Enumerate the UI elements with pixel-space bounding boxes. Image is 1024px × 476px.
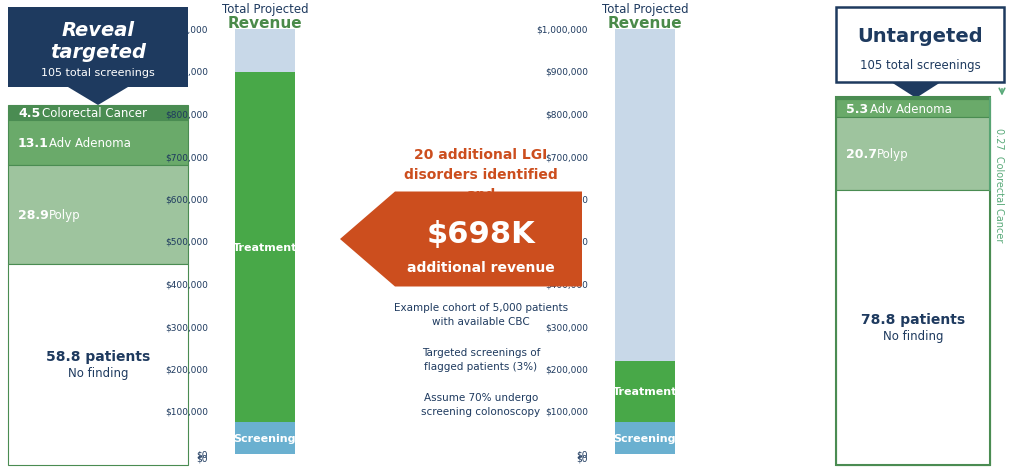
Text: $100,000: $100,000 [165, 407, 208, 416]
Text: $0: $0 [577, 449, 588, 458]
Text: 58.8 patients: 58.8 patients [46, 350, 151, 364]
Text: 4.5: 4.5 [18, 107, 40, 120]
Text: $800,000: $800,000 [545, 110, 588, 119]
Text: $700,000: $700,000 [545, 153, 588, 162]
Text: 78.8 patients: 78.8 patients [861, 313, 965, 327]
Text: $900,000: $900,000 [165, 68, 208, 77]
Text: 105 total screenings: 105 total screenings [859, 60, 980, 72]
Text: Screening: Screening [233, 433, 296, 443]
Polygon shape [68, 88, 128, 106]
Text: $800,000: $800,000 [165, 110, 208, 119]
Polygon shape [891, 83, 941, 99]
Text: 20.7: 20.7 [846, 148, 877, 161]
Text: Screening: Screening [613, 433, 676, 443]
Text: $500,000: $500,000 [545, 238, 588, 247]
Text: $0: $0 [577, 454, 588, 463]
FancyBboxPatch shape [836, 190, 990, 465]
Text: Total Projected: Total Projected [602, 3, 688, 17]
Text: Revenue: Revenue [607, 17, 682, 31]
FancyArrow shape [340, 192, 582, 287]
Text: 28.9: 28.9 [18, 208, 49, 222]
FancyBboxPatch shape [836, 8, 1004, 83]
Text: Adv Adenoma: Adv Adenoma [49, 137, 131, 150]
Text: No finding: No finding [883, 329, 943, 342]
Text: $0: $0 [197, 454, 208, 463]
Text: $400,000: $400,000 [165, 280, 208, 289]
Text: $400,000: $400,000 [545, 280, 588, 289]
Text: Polyp: Polyp [877, 148, 908, 161]
Text: $600,000: $600,000 [545, 195, 588, 204]
Text: $1,000,000: $1,000,000 [157, 25, 208, 34]
FancyBboxPatch shape [234, 72, 295, 422]
FancyBboxPatch shape [8, 166, 188, 265]
Text: $200,000: $200,000 [165, 365, 208, 374]
Text: Treatment: Treatment [232, 242, 297, 252]
FancyBboxPatch shape [8, 121, 188, 166]
Text: additional revenue: additional revenue [408, 260, 555, 275]
FancyBboxPatch shape [615, 422, 675, 454]
Text: Revenue: Revenue [227, 17, 302, 31]
Text: Assume 70% undergo
screening colonoscopy: Assume 70% undergo screening colonoscopy [422, 392, 541, 416]
Text: targeted: targeted [50, 43, 146, 62]
Text: Adv Adenoma: Adv Adenoma [870, 102, 952, 116]
Text: 5.3: 5.3 [846, 102, 868, 116]
Text: $100,000: $100,000 [545, 407, 588, 416]
Text: Polyp: Polyp [49, 208, 81, 222]
FancyBboxPatch shape [615, 30, 675, 361]
Text: Total Projected: Total Projected [221, 3, 308, 17]
Text: $300,000: $300,000 [165, 322, 208, 331]
FancyBboxPatch shape [836, 100, 990, 118]
Text: Colorectal Cancer: Colorectal Cancer [42, 107, 147, 120]
Text: Treatment: Treatment [612, 387, 677, 397]
Text: disorders identified: disorders identified [404, 168, 558, 182]
Text: $500,000: $500,000 [165, 238, 208, 247]
Text: $1,000,000: $1,000,000 [537, 25, 588, 34]
Text: $700,000: $700,000 [165, 153, 208, 162]
Text: $0: $0 [197, 449, 208, 458]
FancyBboxPatch shape [234, 30, 295, 72]
FancyBboxPatch shape [8, 8, 188, 88]
FancyBboxPatch shape [615, 361, 675, 422]
Text: Untargeted: Untargeted [857, 27, 983, 45]
Text: 105 total screenings: 105 total screenings [41, 68, 155, 78]
Text: $300,000: $300,000 [545, 322, 588, 331]
Text: 0.27  Colorectal Cancer: 0.27 Colorectal Cancer [994, 128, 1004, 241]
Text: $600,000: $600,000 [165, 195, 208, 204]
Text: Reveal: Reveal [61, 20, 134, 40]
FancyBboxPatch shape [836, 99, 990, 100]
FancyBboxPatch shape [8, 106, 188, 121]
FancyBboxPatch shape [234, 422, 295, 454]
Text: 13.1: 13.1 [18, 137, 49, 150]
Text: $900,000: $900,000 [545, 68, 588, 77]
Text: 20 additional LGI: 20 additional LGI [415, 148, 548, 162]
FancyBboxPatch shape [836, 118, 990, 190]
Text: No finding: No finding [68, 366, 128, 379]
Text: Targeted screenings of
flagged patients (3%): Targeted screenings of flagged patients … [422, 347, 541, 371]
Text: and: and [466, 188, 496, 201]
Text: $200,000: $200,000 [545, 365, 588, 374]
Text: Example cohort of 5,000 patients
with available CBC: Example cohort of 5,000 patients with av… [394, 302, 568, 327]
Text: $698K: $698K [427, 220, 536, 249]
FancyBboxPatch shape [8, 265, 188, 465]
